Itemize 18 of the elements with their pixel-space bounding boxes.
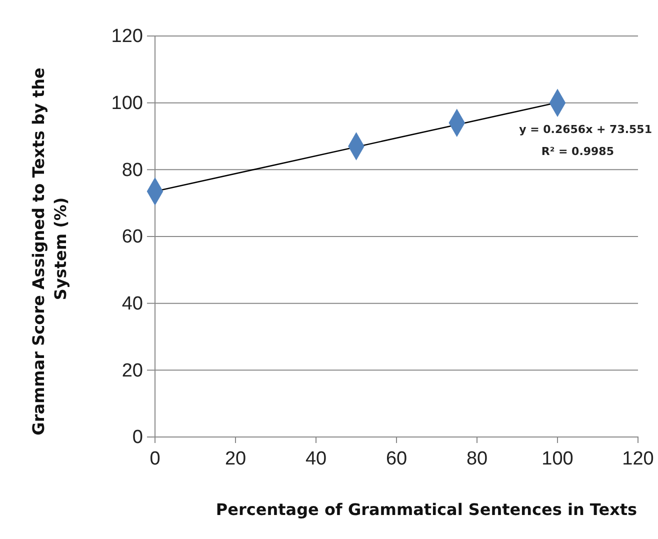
- y-tick-label: 0: [132, 427, 143, 448]
- x-tick-label: 120: [622, 448, 654, 470]
- y-tick-label: 80: [122, 160, 143, 181]
- annotation: y = 0.2656x + 73.551: [519, 122, 652, 136]
- x-tick-label: 40: [305, 448, 327, 470]
- x-tick-label: 20: [224, 448, 246, 470]
- x-axis-title: Percentage of Grammatical Sentences in Texts: [216, 500, 638, 519]
- y-axis-title: Grammar Score Assigned to Texts by the System (%): [29, 68, 70, 436]
- annotation: R² = 0.9985: [541, 144, 614, 158]
- y-tick-label: 120: [111, 26, 143, 48]
- y-tick-label: 60: [122, 226, 143, 248]
- y-tick-label: 40: [122, 293, 143, 314]
- y-tick-label: 20: [122, 360, 143, 382]
- x-tick-label: 80: [466, 448, 488, 470]
- x-tick-label: 100: [542, 448, 574, 470]
- x-tick-label: 0: [150, 448, 160, 470]
- y-tick-label: 100: [111, 92, 143, 114]
- x-tick-label: 60: [386, 448, 408, 470]
